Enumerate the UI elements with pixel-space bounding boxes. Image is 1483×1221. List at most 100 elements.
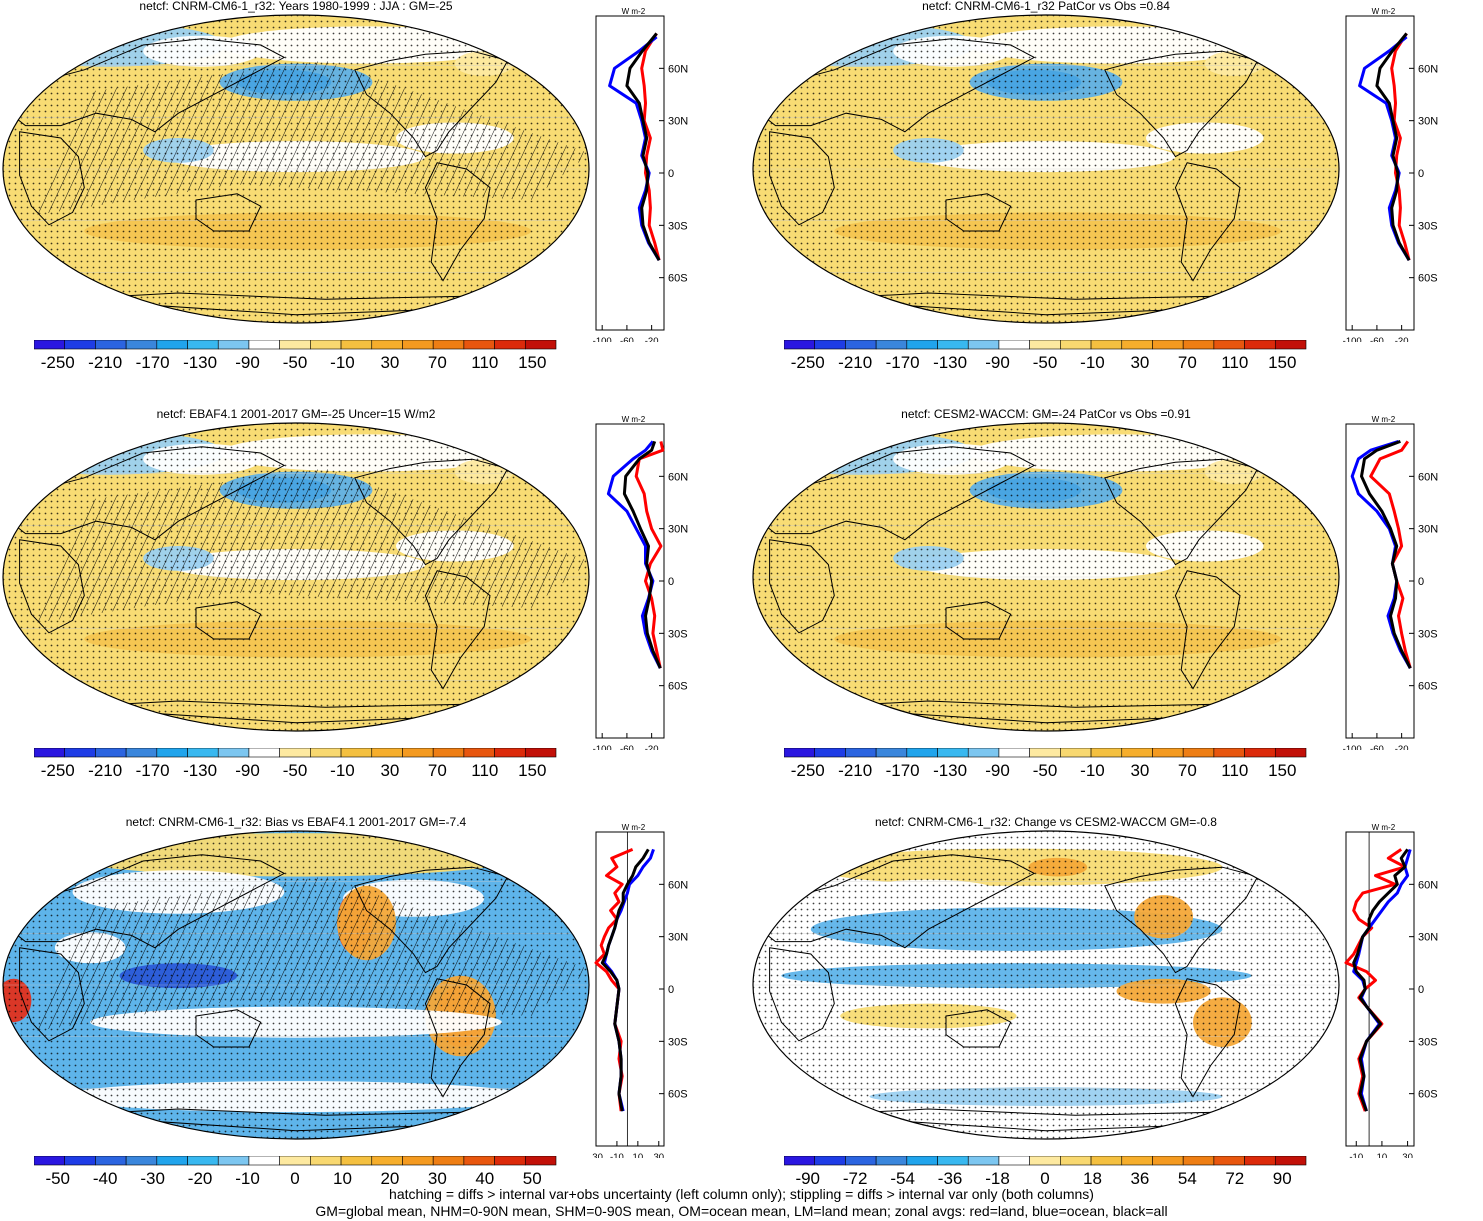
coastline (1174, 162, 1241, 282)
colorbar-swatch (906, 1156, 938, 1166)
zonal-x-tick-label: -10 (610, 1152, 624, 1158)
coastline (354, 458, 509, 566)
colorbar-tick-label: 30 (380, 353, 399, 372)
zonal-average-plot: 60N 30N 0 30S 60S -10 10 30 W m-2 (1344, 824, 1438, 1158)
colorbar-swatch (906, 748, 938, 758)
colorbar-tick-label: -250 (41, 353, 75, 372)
colorbar-tick-label: -130 (183, 761, 217, 780)
coastline (424, 570, 491, 690)
zonal-average-plot: 60N 30N 0 30S 60S -30 -10 10 30 W m-2 (592, 824, 688, 1158)
colorbar-tick-label: 110 (1221, 761, 1248, 780)
zonal-average-plot: 60N 30N 0 30S 60S -100 -60 -20 W m-2 (1343, 8, 1439, 342)
colorbar-tick-label: -54 (890, 1169, 915, 1188)
coastline (769, 539, 835, 634)
coastline (1174, 978, 1241, 1098)
panel-title: netcf: EBAF4.1 2001-2017 GM=-25 Uncer=15… (156, 407, 436, 421)
zonal-series-ocean (606, 440, 662, 669)
colorbar: -90 -72 -54 -36 -18 0 18 36 54 72 90 (784, 1156, 1307, 1188)
colorbar-swatch (125, 340, 158, 350)
zonal-series-land (640, 32, 661, 261)
colorbar-swatch (845, 1156, 877, 1166)
colorbar-tick-label: -210 (88, 353, 122, 372)
colorbar-swatch (340, 340, 373, 350)
zonal-y-tick-label: 30S (668, 628, 688, 640)
colorbar-swatch (937, 1156, 969, 1166)
colorbar-tick-label: 20 (380, 1169, 399, 1188)
colorbar-tick-label: -90 (235, 761, 260, 780)
zonal-y-tick-label: 0 (668, 984, 674, 996)
colorbar-swatch (524, 748, 557, 758)
zonal-x-tick-label: -100 (1343, 744, 1362, 750)
colorbar-tick-label: 40 (475, 1169, 494, 1188)
zonal-frame (1345, 423, 1415, 739)
colorbar-tick-label: -90 (795, 1169, 820, 1188)
colorbar-swatch (217, 340, 250, 350)
colorbar-swatch (524, 340, 557, 350)
colorbar-tick-label: -90 (235, 353, 260, 372)
colorbar-swatch (814, 340, 846, 350)
colorbar-swatch (845, 748, 877, 758)
world-map (2, 422, 590, 732)
zonal-y-tick-label: 30N (1418, 524, 1438, 536)
colorbar-tick-label: 36 (1130, 1169, 1149, 1188)
world-map (752, 830, 1340, 1140)
colorbar-swatch (187, 340, 219, 350)
colorbar-swatch (64, 340, 96, 350)
zonal-x-tick-label: 30 (1402, 1152, 1413, 1158)
colorbar-tick-label: -250 (791, 353, 825, 372)
world-map (752, 14, 1340, 324)
colorbar-swatch (998, 340, 1030, 350)
colorbar-swatch (1244, 1156, 1276, 1166)
coastline (354, 50, 509, 158)
colorbar-swatch (906, 340, 938, 350)
zonal-x-tick-label: -60 (1370, 744, 1384, 750)
zonal-units-label: W m-2 (1372, 416, 1396, 424)
colorbar: -250 -210 -170 -130 -90 -50 -10 30 70 110 150 (784, 748, 1307, 780)
colorbar-swatch (937, 340, 969, 350)
colorbar-swatch (845, 340, 877, 350)
panel-title: netcf: CNRM-CM6-1_r32 PatCor vs Obs =0.8… (922, 0, 1170, 13)
zonal-x-tick-label: -20 (645, 336, 659, 342)
colorbar-tick-label: 150 (1268, 353, 1296, 372)
coastline (769, 131, 835, 226)
colorbar-swatch (1029, 748, 1061, 758)
hatching-overlay (31, 468, 589, 624)
colorbar-swatch (814, 1156, 846, 1166)
colorbar-swatch (248, 748, 280, 758)
zonal-x-tick-label: -60 (620, 336, 634, 342)
colorbar-tick-label: 70 (428, 761, 447, 780)
colorbar-swatch (1029, 340, 1061, 350)
zonal-units-label: W m-2 (1372, 8, 1396, 16)
colorbar-swatch (1152, 748, 1184, 758)
colorbar-swatch (1152, 1156, 1184, 1166)
colorbar-swatch (95, 1156, 127, 1166)
footer-line-2: GM=global mean, NHM=0-90N mean, SHM=0-90… (315, 1203, 1168, 1219)
colorbar-tick-label: 150 (518, 761, 546, 780)
colorbar-swatch (1213, 748, 1245, 758)
chart-panel: netcf: CNRM-CM6-1_r32 PatCor vs Obs =0.8… (750, 0, 1483, 405)
colorbar-tick-label: -130 (933, 761, 967, 780)
colorbar-swatch (64, 1156, 96, 1166)
colorbar-tick-label: 30 (1130, 353, 1149, 372)
zonal-y-tick-label: 60S (1418, 1089, 1438, 1101)
colorbar-swatch (187, 748, 219, 758)
colorbar-tick-label: 0 (1040, 1169, 1049, 1188)
zonal-series-land (634, 441, 665, 669)
coastline (769, 947, 835, 1042)
colorbar-tick-label: 110 (471, 353, 498, 372)
zonal-average-plot: 60N 30N 0 30S 60S -100 -60 -20 W m-2 (1343, 416, 1439, 750)
colorbar-tick-label: 30 (380, 761, 399, 780)
zonal-x-tick-label: -60 (1370, 336, 1384, 342)
zonal-y-tick-label: 60N (668, 471, 688, 483)
colorbar-swatch (1182, 1156, 1215, 1166)
colorbar-swatch (875, 340, 908, 350)
colorbar-swatch (463, 1156, 495, 1166)
panel-title: netcf: CNRM-CM6-1_r32: Bias vs EBAF4.1 2… (125, 815, 467, 829)
colorbar-swatch (248, 340, 280, 350)
coastline (195, 1009, 262, 1048)
zonal-y-tick-label: 30N (1418, 932, 1438, 944)
colorbar-swatch (402, 748, 434, 758)
colorbar-swatch (1244, 340, 1276, 350)
zonal-series-all (622, 440, 662, 669)
zonal-y-tick-label: 60S (668, 681, 688, 693)
